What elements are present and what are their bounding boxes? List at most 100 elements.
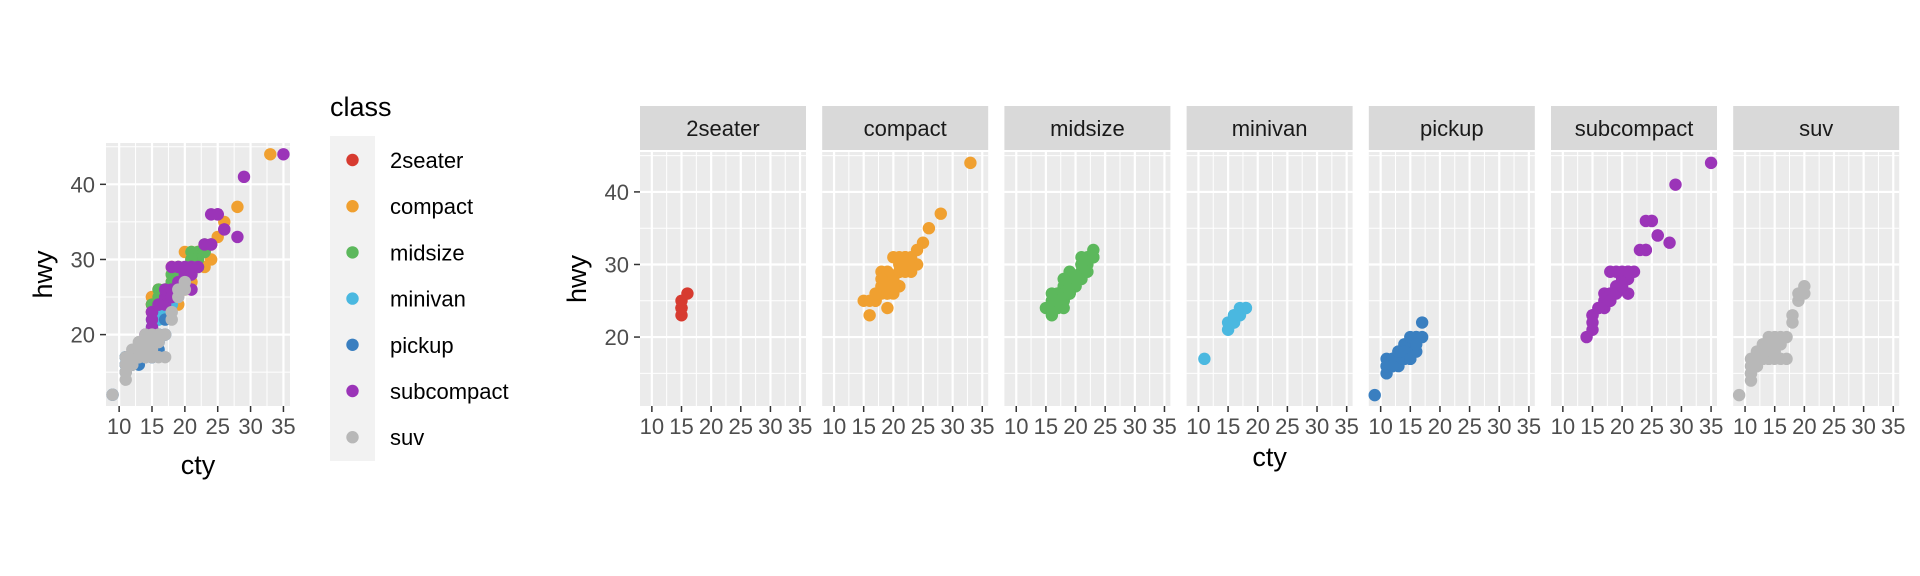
facet-pickup-point-pickup bbox=[1415, 316, 1429, 329]
facet-2seater-x-tick-label: 20 bbox=[699, 414, 723, 439]
facet-2seater-x-tick-label: 30 bbox=[758, 414, 782, 439]
facet-suv-point-suv bbox=[1786, 309, 1799, 322]
legend-label-pickup: pickup bbox=[390, 333, 454, 358]
facet-strip-label-2seater: 2seater bbox=[686, 116, 759, 141]
legend-label-compact: compact bbox=[390, 194, 473, 219]
legend-key-minivan bbox=[346, 292, 359, 305]
facet-subcompact-point-subcompact bbox=[1586, 323, 1599, 336]
combined-x-tick-label: 35 bbox=[271, 414, 295, 439]
facet-compact-x-tick-label: 20 bbox=[881, 414, 905, 439]
facet-2seater-y-tick-label: 40 bbox=[605, 180, 629, 205]
legend-label-2seater: 2seater bbox=[390, 148, 463, 173]
combined-point-subcompact bbox=[277, 148, 290, 161]
combined-point-compact bbox=[231, 200, 244, 214]
facet-subcompact-point-subcompact bbox=[1663, 236, 1676, 249]
facet-pickup-x-tick-label: 25 bbox=[1457, 414, 1481, 439]
combined-point-subcompact bbox=[152, 298, 165, 311]
facet-minivan-x-tick-label: 10 bbox=[1186, 414, 1210, 439]
facet-midsize-x-tick-label: 20 bbox=[1063, 414, 1087, 439]
combined-y-tick-label: 20 bbox=[71, 323, 95, 348]
facet-suv-x-tick-label: 25 bbox=[1822, 414, 1846, 439]
facet-suv-point-suv bbox=[1732, 388, 1746, 402]
facet-strip-label-minivan: minivan bbox=[1232, 116, 1308, 141]
combined-point-subcompact bbox=[185, 260, 198, 274]
facet-2seater-point-2seater bbox=[681, 287, 694, 300]
facet-midsize-x-tick-label: 25 bbox=[1093, 414, 1117, 439]
combined-point-suv bbox=[132, 350, 146, 364]
facet-midsize-x-tick-label: 30 bbox=[1123, 414, 1147, 439]
facet-suv-x-tick-label: 10 bbox=[1733, 414, 1757, 439]
combined-point-suv bbox=[165, 305, 178, 319]
combined-scatter-plot: 10 15 20 25 30 35 20 30 40 cty hwy bbox=[28, 143, 296, 480]
facet-pickup-point-pickup bbox=[1386, 359, 1399, 373]
facet-minivan-x-tick-label: 20 bbox=[1246, 414, 1270, 439]
facet-pickup-x-tick-label: 30 bbox=[1487, 414, 1511, 439]
facet-2seater-x-tick-label: 15 bbox=[669, 414, 693, 439]
facet-subcompact-x-tick-label: 10 bbox=[1551, 414, 1575, 439]
legend-key-pickup bbox=[346, 338, 359, 351]
combined-point-subcompact bbox=[204, 238, 218, 251]
facet-compact-point-compact bbox=[922, 222, 936, 235]
legend-label-midsize: midsize bbox=[390, 240, 465, 265]
class-legend: class 2seater compact midsize minivan pickup s… bbox=[330, 92, 509, 461]
facet-minivan-x-tick-label: 35 bbox=[1334, 414, 1358, 439]
facet-strip-midsize bbox=[1004, 106, 1171, 150]
facet-strip-label-suv: suv bbox=[1799, 116, 1833, 141]
facet-suv-point-suv bbox=[1798, 280, 1811, 293]
legend-key-midsize bbox=[346, 246, 359, 259]
facet-strip-pickup bbox=[1368, 106, 1535, 150]
facet-midsize-x-tick-label: 10 bbox=[1004, 414, 1028, 439]
facet-subcompact-point-subcompact bbox=[1639, 243, 1653, 257]
facet-pickup-point-pickup bbox=[1368, 388, 1381, 402]
facet-subcompact-x-tick-label: 15 bbox=[1580, 414, 1604, 439]
facet-compact-point-compact bbox=[916, 236, 930, 249]
facet-subcompact-point-subcompact bbox=[1592, 301, 1605, 315]
combined-point-compact bbox=[264, 148, 277, 161]
facet-compact-point-compact bbox=[863, 309, 876, 322]
facet-minivan-x-tick-label: 25 bbox=[1275, 414, 1299, 439]
facet-subcompact-point-subcompact bbox=[1651, 229, 1664, 242]
combined-x-axis-title: cty bbox=[181, 450, 216, 480]
legend-label-minivan: minivan bbox=[390, 287, 466, 312]
facet-suv-x-tick-label: 35 bbox=[1881, 414, 1905, 439]
facet-midsize-point-midsize bbox=[1075, 258, 1088, 271]
combined-point-subcompact bbox=[211, 208, 224, 221]
facet-compact-point-compact bbox=[934, 207, 947, 220]
facet-midsize-point-midsize bbox=[1063, 287, 1076, 300]
facet-strip-compact bbox=[822, 106, 989, 150]
legend-label-subcompact: subcompact bbox=[390, 379, 509, 404]
facet-minivan-point-minivan bbox=[1198, 352, 1211, 366]
facet-subcompact-x-tick-label: 20 bbox=[1610, 414, 1634, 439]
facet-midsize-x-tick-label: 35 bbox=[1152, 414, 1176, 439]
facet-minivan-x-tick-label: 30 bbox=[1305, 414, 1329, 439]
facet-compact-point-compact bbox=[869, 287, 882, 300]
facet-compact-point-compact bbox=[881, 301, 894, 315]
facet-compact-x-tick-label: 25 bbox=[911, 414, 935, 439]
facet-2seater-point-2seater bbox=[675, 301, 688, 315]
legend-key-2seater bbox=[346, 153, 359, 167]
facet-subcompact-x-tick-label: 35 bbox=[1699, 414, 1723, 439]
facet-2seater-panel-background bbox=[640, 152, 806, 406]
facet-subcompact-x-tick-label: 25 bbox=[1640, 414, 1664, 439]
facet-subcompact-point-subcompact bbox=[1621, 265, 1635, 278]
combined-x-tick-label: 20 bbox=[173, 414, 197, 439]
facet-minivan-panel-background bbox=[1186, 152, 1353, 406]
facet-strip-minivan bbox=[1186, 106, 1353, 150]
facet-strip-subcompact bbox=[1551, 106, 1717, 150]
facet-subcompact-point-subcompact bbox=[1645, 214, 1658, 228]
combined-point-subcompact bbox=[218, 223, 231, 236]
facet-subcompact-x-tick-label: 30 bbox=[1669, 414, 1693, 439]
combined-y-tick-label: 40 bbox=[71, 172, 95, 197]
facet-pickup-x-tick-label: 15 bbox=[1398, 414, 1422, 439]
facet-strip-label-compact: compact bbox=[864, 116, 947, 141]
legend-key-suv bbox=[346, 431, 359, 444]
facet-suv-x-tick-label: 15 bbox=[1762, 414, 1786, 439]
facet-2seater-y-tick-label: 30 bbox=[605, 252, 629, 277]
legend-label-suv: suv bbox=[390, 425, 424, 450]
facet-midsize-point-midsize bbox=[1087, 251, 1100, 264]
facet-y-axis-title: hwy bbox=[562, 254, 592, 303]
facet-suv-point-suv bbox=[1780, 352, 1793, 366]
combined-point-subcompact bbox=[237, 170, 251, 184]
